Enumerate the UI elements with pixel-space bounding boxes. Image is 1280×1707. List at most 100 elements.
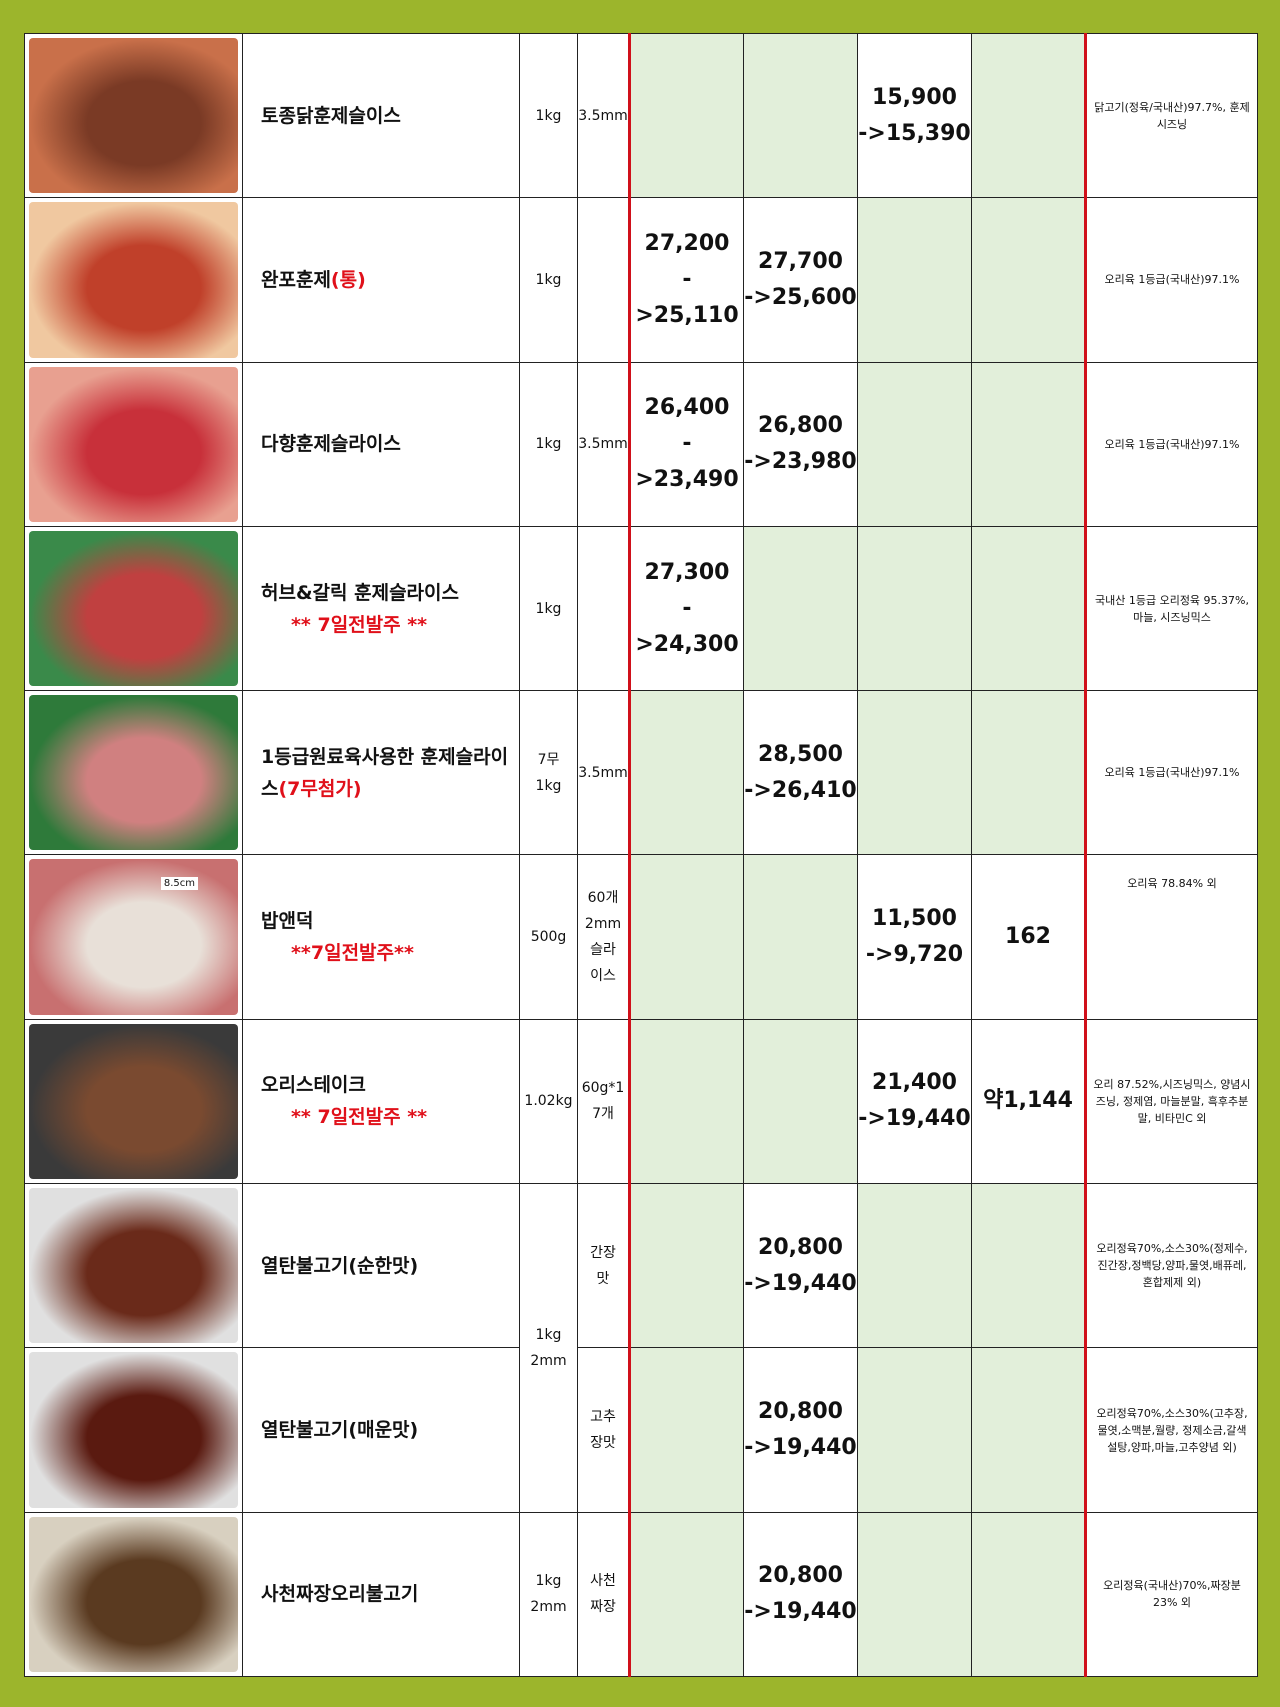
weight-text: 1kg 2mm <box>530 1573 567 1616</box>
price-cell-p1 <box>628 1347 744 1513</box>
product-image-cell <box>24 197 243 363</box>
price-cell-p3 <box>857 197 972 363</box>
price-cell-p2 <box>743 854 858 1020</box>
product-note: (7무첨가) <box>278 777 362 800</box>
spec-text: 고추 장맛 <box>590 1409 616 1452</box>
product-image-cell <box>24 1183 243 1349</box>
price-cell-p2: 26,800 ->23,980 <box>743 361 858 527</box>
product-name: 열탄불고기(순한맛) <box>261 1254 419 1277</box>
product-image-cell <box>24 525 243 692</box>
bulgogi-spicy-package-photo <box>29 1352 238 1508</box>
product-name-cell: 열탄불고기(매운맛) <box>242 1347 520 1513</box>
product-image-cell <box>24 1018 243 1185</box>
price-text: 26,800 ->23,980 <box>744 413 857 475</box>
table-row: 열탄불고기(순한맛) 1kg 2mm 간장 맛 20,800 ->19,440 오리정육… <box>24 1183 1258 1513</box>
product-image-cell: 8.5cm <box>24 854 243 1020</box>
price-cell-p3 <box>857 1347 972 1513</box>
price-cell-p1 <box>628 854 744 1020</box>
price-cell-p2: 27,700 ->25,600 <box>743 197 858 363</box>
bob-and-duck-slices-photo: 8.5cm <box>29 859 238 1015</box>
ingredients-cell: 닭고기(정육/국내산)97.7%, 훈제시즈닝 <box>1084 32 1258 199</box>
price-cell-p4 <box>971 525 1086 692</box>
price-text: 15,900 ->15,390 <box>858 84 971 146</box>
product-name-cell: 허브&갈릭 훈제슬라이스 ** 7일전발주 ** <box>242 525 520 692</box>
ingredients-cell: 오리 87.52%,시즈닝믹스, 양념시즈닝, 정제염, 마늘분말, 흑후추분말… <box>1084 1018 1258 1185</box>
product-name: 다향훈제슬라이스 <box>261 433 401 456</box>
price-text: 26,400 ->23,490 <box>635 395 739 493</box>
price-cell-p4: 약1,144 <box>971 1018 1086 1185</box>
ingredients-text: 오리정육70%,소스30%(정제수,진간장,정백당,양파,물엿,배퓨레,혼합제제… <box>1096 1242 1248 1290</box>
price-text: 27,700 ->25,600 <box>744 248 857 310</box>
price-cell-p2: 20,800 ->19,440 <box>743 1347 858 1513</box>
price-cell-p1 <box>628 1018 744 1185</box>
ingredients-cell: 오리육 1등급(국내산)97.1% <box>1084 361 1258 527</box>
smoked-chicken-slices-photo <box>29 38 238 194</box>
price-cell-p4 <box>971 32 1086 199</box>
product-name-cell: 오리스테이크 ** 7일전발주 ** <box>242 1018 520 1185</box>
product-name-cell: 완포훈제(통) <box>242 197 520 363</box>
weight-cell: 1kg <box>519 197 578 363</box>
price-cell-p4 <box>971 690 1086 856</box>
spec-text: 사천 짜장 <box>590 1573 616 1616</box>
product-image-cell <box>24 690 243 856</box>
weight-text: 1kg <box>535 271 562 288</box>
ingredients-text: 오리육 1등급(국내산)97.1% <box>1104 437 1240 451</box>
table-row: 다향훈제슬라이스 1kg 3.5mm 26,400 ->23,490 26,800 ->… <box>24 361 1258 527</box>
spec-cell: 사천 짜장 <box>577 1511 630 1677</box>
price-cell-p4 <box>971 1183 1086 1349</box>
spec-cell: 고추 장맛 <box>577 1347 630 1513</box>
price-text: 11,500 ->9,720 <box>865 906 964 968</box>
table-row: 완포훈제(통) 1kg 27,200 ->25,110 27,700 ->25,600… <box>24 197 1258 363</box>
spec-text: 60개 2mm 슬라 이스 <box>584 890 622 985</box>
price-text: 약1,144 <box>983 1088 1073 1114</box>
price-cell-p3 <box>857 361 972 527</box>
price-cell-p2 <box>743 1018 858 1185</box>
table-row: 열탄불고기(매운맛) 고추 장맛 20,800 ->19,440 오리정육70%,소스… <box>24 1347 1258 1513</box>
ingredients-text: 오리육 1등급(국내산)97.1% <box>1104 273 1240 287</box>
spec-cell: 60g*1 7개 <box>577 1018 630 1185</box>
product-name: 사천짜장오리불고기 <box>261 1583 419 1606</box>
price-cell-p1: 27,200 ->25,110 <box>628 197 744 363</box>
product-name: 열탄불고기(매운맛) <box>261 1419 419 1442</box>
table-row: 토종닭훈제슬이스 1kg 3.5mm 15,900 ->15,390 닭고기(정육/국내… <box>24 32 1258 199</box>
price-text: 28,500 ->26,410 <box>744 741 857 803</box>
weight-text: 500g <box>530 929 567 946</box>
ingredients-text: 오리 87.52%,시즈닝믹스, 양념시즈닝, 정제염, 마늘분말, 흑후추분말… <box>1093 1077 1251 1125</box>
product-note: ** 7일전발주 ** <box>291 613 428 636</box>
product-name: 1등급원료육사용한 훈제슬라이스 <box>261 745 509 800</box>
spec-cell: 3.5mm <box>577 361 630 527</box>
product-name-cell: 다향훈제슬라이스 <box>242 361 520 527</box>
price-cell-p1 <box>628 1183 744 1349</box>
price-cell-p3 <box>857 1183 972 1349</box>
product-image-cell <box>24 32 243 199</box>
ingredients-cell: 국내산 1등급 오리정육 95.37%, 마늘, 시즈닝믹스 <box>1084 525 1258 692</box>
herb-garlic-duck-package-photo <box>29 530 238 687</box>
spec-cell: 간장 맛 <box>577 1183 630 1349</box>
weight-text: 7무 1kg <box>535 751 562 794</box>
price-cell-p4: 162 <box>971 854 1086 1020</box>
weight-cell: 7무 1kg <box>519 690 578 856</box>
size-label: 8.5cm <box>160 877 198 891</box>
spec-cell: 3.5mm <box>577 32 630 199</box>
price-cell-p3 <box>857 1511 972 1677</box>
product-name: 오리스테이크 <box>261 1074 366 1097</box>
smoked-slices-green-package-photo <box>29 695 238 851</box>
product-name-cell: 열탄불고기(순한맛) <box>242 1183 520 1349</box>
product-image-cell <box>24 1347 243 1513</box>
weight-text: 1kg <box>535 107 562 124</box>
ingredients-cell: 오리육 1등급(국내산)97.1% <box>1084 690 1258 856</box>
product-name-cell: 1등급원료육사용한 훈제슬라이스(7무첨가) <box>242 690 520 856</box>
price-cell-p1 <box>628 690 744 856</box>
weight-cell: 1kg 2mm <box>519 1511 578 1677</box>
price-cell-p1: 27,300 ->24,300 <box>628 525 744 692</box>
price-cell-p2 <box>743 32 858 199</box>
price-cell-p1 <box>628 32 744 199</box>
table-row: 8.5cm 밥앤덕 **7일전발주** 500g 60개 2mm 슬라 이스 11,500… <box>24 854 1258 1020</box>
smoked-duck-slices-package-photo <box>29 366 238 522</box>
spec-text: 60g*1 7개 <box>581 1080 625 1123</box>
product-note: **7일전발주** <box>291 942 414 965</box>
price-cell-p2: 20,800 ->19,440 <box>743 1183 858 1349</box>
product-name-cell: 토종닭훈제슬이스 <box>242 32 520 199</box>
price-cell-p2: 20,800 ->19,440 <box>743 1511 858 1677</box>
price-cell-p4 <box>971 197 1086 363</box>
